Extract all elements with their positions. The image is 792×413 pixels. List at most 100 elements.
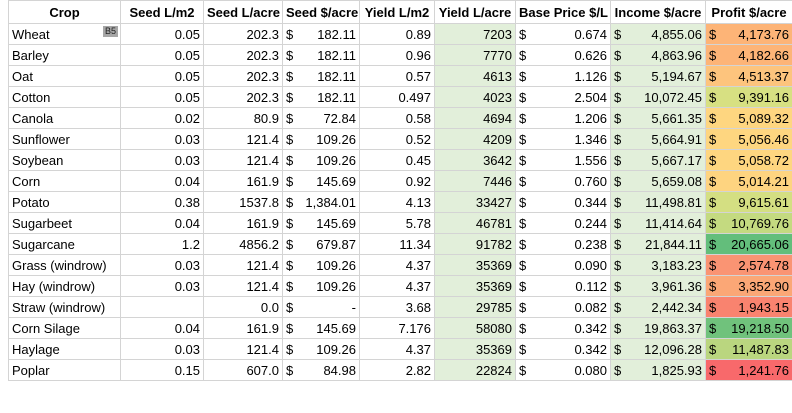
yield-l-m2-cell[interactable]: 0.92 — [359, 170, 435, 192]
income-cell[interactable]: $10,072.45 — [610, 86, 706, 108]
crop-cell[interactable]: Canola — [8, 107, 121, 129]
crop-cell[interactable]: Potato — [8, 191, 121, 213]
seed-l-m2-cell[interactable]: 0.03 — [120, 254, 204, 276]
seed-cost-cell[interactable]: $72.84 — [282, 107, 360, 129]
profit-cell[interactable]: $5,058.72 — [705, 149, 792, 171]
profit-cell[interactable]: $4,182.66 — [705, 44, 792, 66]
yield-l-acre-cell[interactable]: 29785 — [434, 296, 516, 318]
yield-l-m2-cell[interactable]: 0.89 — [359, 23, 435, 45]
header-cell[interactable]: Income $/acre — [610, 0, 706, 24]
income-cell[interactable]: $5,659.08 — [610, 170, 706, 192]
yield-l-acre-cell[interactable]: 3642 — [434, 149, 516, 171]
seed-cost-cell[interactable]: $109.26 — [282, 275, 360, 297]
header-cell[interactable]: Yield L/m2 — [359, 0, 435, 24]
yield-l-acre-cell[interactable]: 46781 — [434, 212, 516, 234]
seed-l-acre-cell[interactable]: 0.0 — [203, 296, 283, 318]
crop-cell[interactable]: Hay (windrow) — [8, 275, 121, 297]
crop-cell[interactable]: Sugarbeet — [8, 212, 121, 234]
profit-cell[interactable]: $5,014.21 — [705, 170, 792, 192]
base-price-cell[interactable]: $0.342 — [515, 317, 611, 339]
yield-l-acre-cell[interactable]: 35369 — [434, 275, 516, 297]
seed-l-acre-cell[interactable]: 161.9 — [203, 317, 283, 339]
yield-l-m2-cell[interactable]: 0.96 — [359, 44, 435, 66]
income-cell[interactable]: $1,825.93 — [610, 359, 706, 381]
yield-l-acre-cell[interactable]: 7770 — [434, 44, 516, 66]
profit-cell[interactable]: $5,056.46 — [705, 128, 792, 150]
income-cell[interactable]: $3,183.23 — [610, 254, 706, 276]
yield-l-m2-cell[interactable]: 4.37 — [359, 275, 435, 297]
yield-l-acre-cell[interactable]: 4209 — [434, 128, 516, 150]
yield-l-m2-cell[interactable]: 0.497 — [359, 86, 435, 108]
seed-l-m2-cell[interactable]: 0.38 — [120, 191, 204, 213]
seed-l-acre-cell[interactable]: 202.3 — [203, 23, 283, 45]
yield-l-acre-cell[interactable]: 91782 — [434, 233, 516, 255]
seed-l-acre-cell[interactable]: 202.3 — [203, 86, 283, 108]
yield-l-acre-cell[interactable]: 4694 — [434, 107, 516, 129]
profit-cell[interactable]: $9,615.61 — [705, 191, 792, 213]
profit-cell[interactable]: $3,352.90 — [705, 275, 792, 297]
crop-cell[interactable]: Sugarcane — [8, 233, 121, 255]
crop-cell[interactable]: Sunflower — [8, 128, 121, 150]
seed-cost-cell[interactable]: $182.11 — [282, 23, 360, 45]
yield-l-acre-cell[interactable]: 35369 — [434, 254, 516, 276]
yield-l-m2-cell[interactable]: 4.37 — [359, 338, 435, 360]
seed-l-acre-cell[interactable]: 202.3 — [203, 44, 283, 66]
yield-l-acre-cell[interactable]: 22824 — [434, 359, 516, 381]
yield-l-m2-cell[interactable]: 0.52 — [359, 128, 435, 150]
header-cell[interactable]: Profit $/acre — [705, 0, 792, 24]
yield-l-m2-cell[interactable]: 0.57 — [359, 65, 435, 87]
profit-cell[interactable]: $4,513.37 — [705, 65, 792, 87]
seed-l-m2-cell[interactable]: 0.05 — [120, 65, 204, 87]
base-price-cell[interactable]: $0.238 — [515, 233, 611, 255]
yield-l-m2-cell[interactable]: 0.58 — [359, 107, 435, 129]
seed-cost-cell[interactable]: $182.11 — [282, 86, 360, 108]
crop-cell[interactable]: Corn Silage — [8, 317, 121, 339]
base-price-cell[interactable]: $0.760 — [515, 170, 611, 192]
profit-cell[interactable]: $10,769.76 — [705, 212, 792, 234]
profit-cell[interactable]: $11,487.83 — [705, 338, 792, 360]
seed-l-acre-cell[interactable]: 161.9 — [203, 212, 283, 234]
base-price-cell[interactable]: $0.342 — [515, 338, 611, 360]
crop-cell[interactable]: Poplar — [8, 359, 121, 381]
base-price-cell[interactable]: $1.556 — [515, 149, 611, 171]
seed-cost-cell[interactable]: $145.69 — [282, 170, 360, 192]
header-cell[interactable]: Seed L/acre — [203, 0, 283, 24]
yield-l-m2-cell[interactable]: 3.68 — [359, 296, 435, 318]
income-cell[interactable]: $5,667.17 — [610, 149, 706, 171]
seed-l-m2-cell[interactable]: 0.04 — [120, 317, 204, 339]
yield-l-acre-cell[interactable]: 33427 — [434, 191, 516, 213]
crop-cell[interactable]: Cotton — [8, 86, 121, 108]
base-price-cell[interactable]: $1.346 — [515, 128, 611, 150]
seed-cost-cell[interactable]: $182.11 — [282, 65, 360, 87]
header-cell[interactable]: Crop — [8, 0, 121, 24]
seed-l-m2-cell[interactable] — [120, 296, 204, 318]
seed-cost-cell[interactable]: $109.26 — [282, 149, 360, 171]
base-price-cell[interactable]: $0.674 — [515, 23, 611, 45]
base-price-cell[interactable]: $2.504 — [515, 86, 611, 108]
seed-l-acre-cell[interactable]: 202.3 — [203, 65, 283, 87]
seed-cost-cell[interactable]: $ - — [282, 296, 360, 318]
base-price-cell[interactable]: $0.112 — [515, 275, 611, 297]
crop-cell[interactable]: Haylage — [8, 338, 121, 360]
income-cell[interactable]: $11,498.81 — [610, 191, 706, 213]
crop-cell[interactable]: Barley — [8, 44, 121, 66]
crop-cell[interactable]: Straw (windrow) — [8, 296, 121, 318]
profit-cell[interactable]: $2,574.78 — [705, 254, 792, 276]
seed-cost-cell[interactable]: $109.26 — [282, 254, 360, 276]
income-cell[interactable]: $19,863.37 — [610, 317, 706, 339]
seed-l-acre-cell[interactable]: 161.9 — [203, 170, 283, 192]
seed-l-acre-cell[interactable]: 121.4 — [203, 128, 283, 150]
seed-l-m2-cell[interactable]: 0.03 — [120, 338, 204, 360]
seed-l-m2-cell[interactable]: 0.05 — [120, 23, 204, 45]
base-price-cell[interactable]: $0.344 — [515, 191, 611, 213]
seed-l-m2-cell[interactable]: 0.05 — [120, 44, 204, 66]
seed-l-acre-cell[interactable]: 121.4 — [203, 338, 283, 360]
income-cell[interactable]: $4,863.96 — [610, 44, 706, 66]
header-cell[interactable]: Yield L/acre — [434, 0, 516, 24]
seed-l-m2-cell[interactable]: 0.03 — [120, 275, 204, 297]
crop-cell[interactable]: Grass (windrow) — [8, 254, 121, 276]
seed-l-m2-cell[interactable]: 0.04 — [120, 212, 204, 234]
profit-cell[interactable]: $5,089.32 — [705, 107, 792, 129]
yield-l-m2-cell[interactable]: 7.176 — [359, 317, 435, 339]
seed-cost-cell[interactable]: $182.11 — [282, 44, 360, 66]
